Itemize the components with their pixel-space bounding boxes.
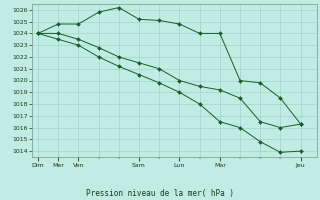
Text: Pression niveau de la mer( hPa ): Pression niveau de la mer( hPa ) bbox=[86, 189, 234, 198]
